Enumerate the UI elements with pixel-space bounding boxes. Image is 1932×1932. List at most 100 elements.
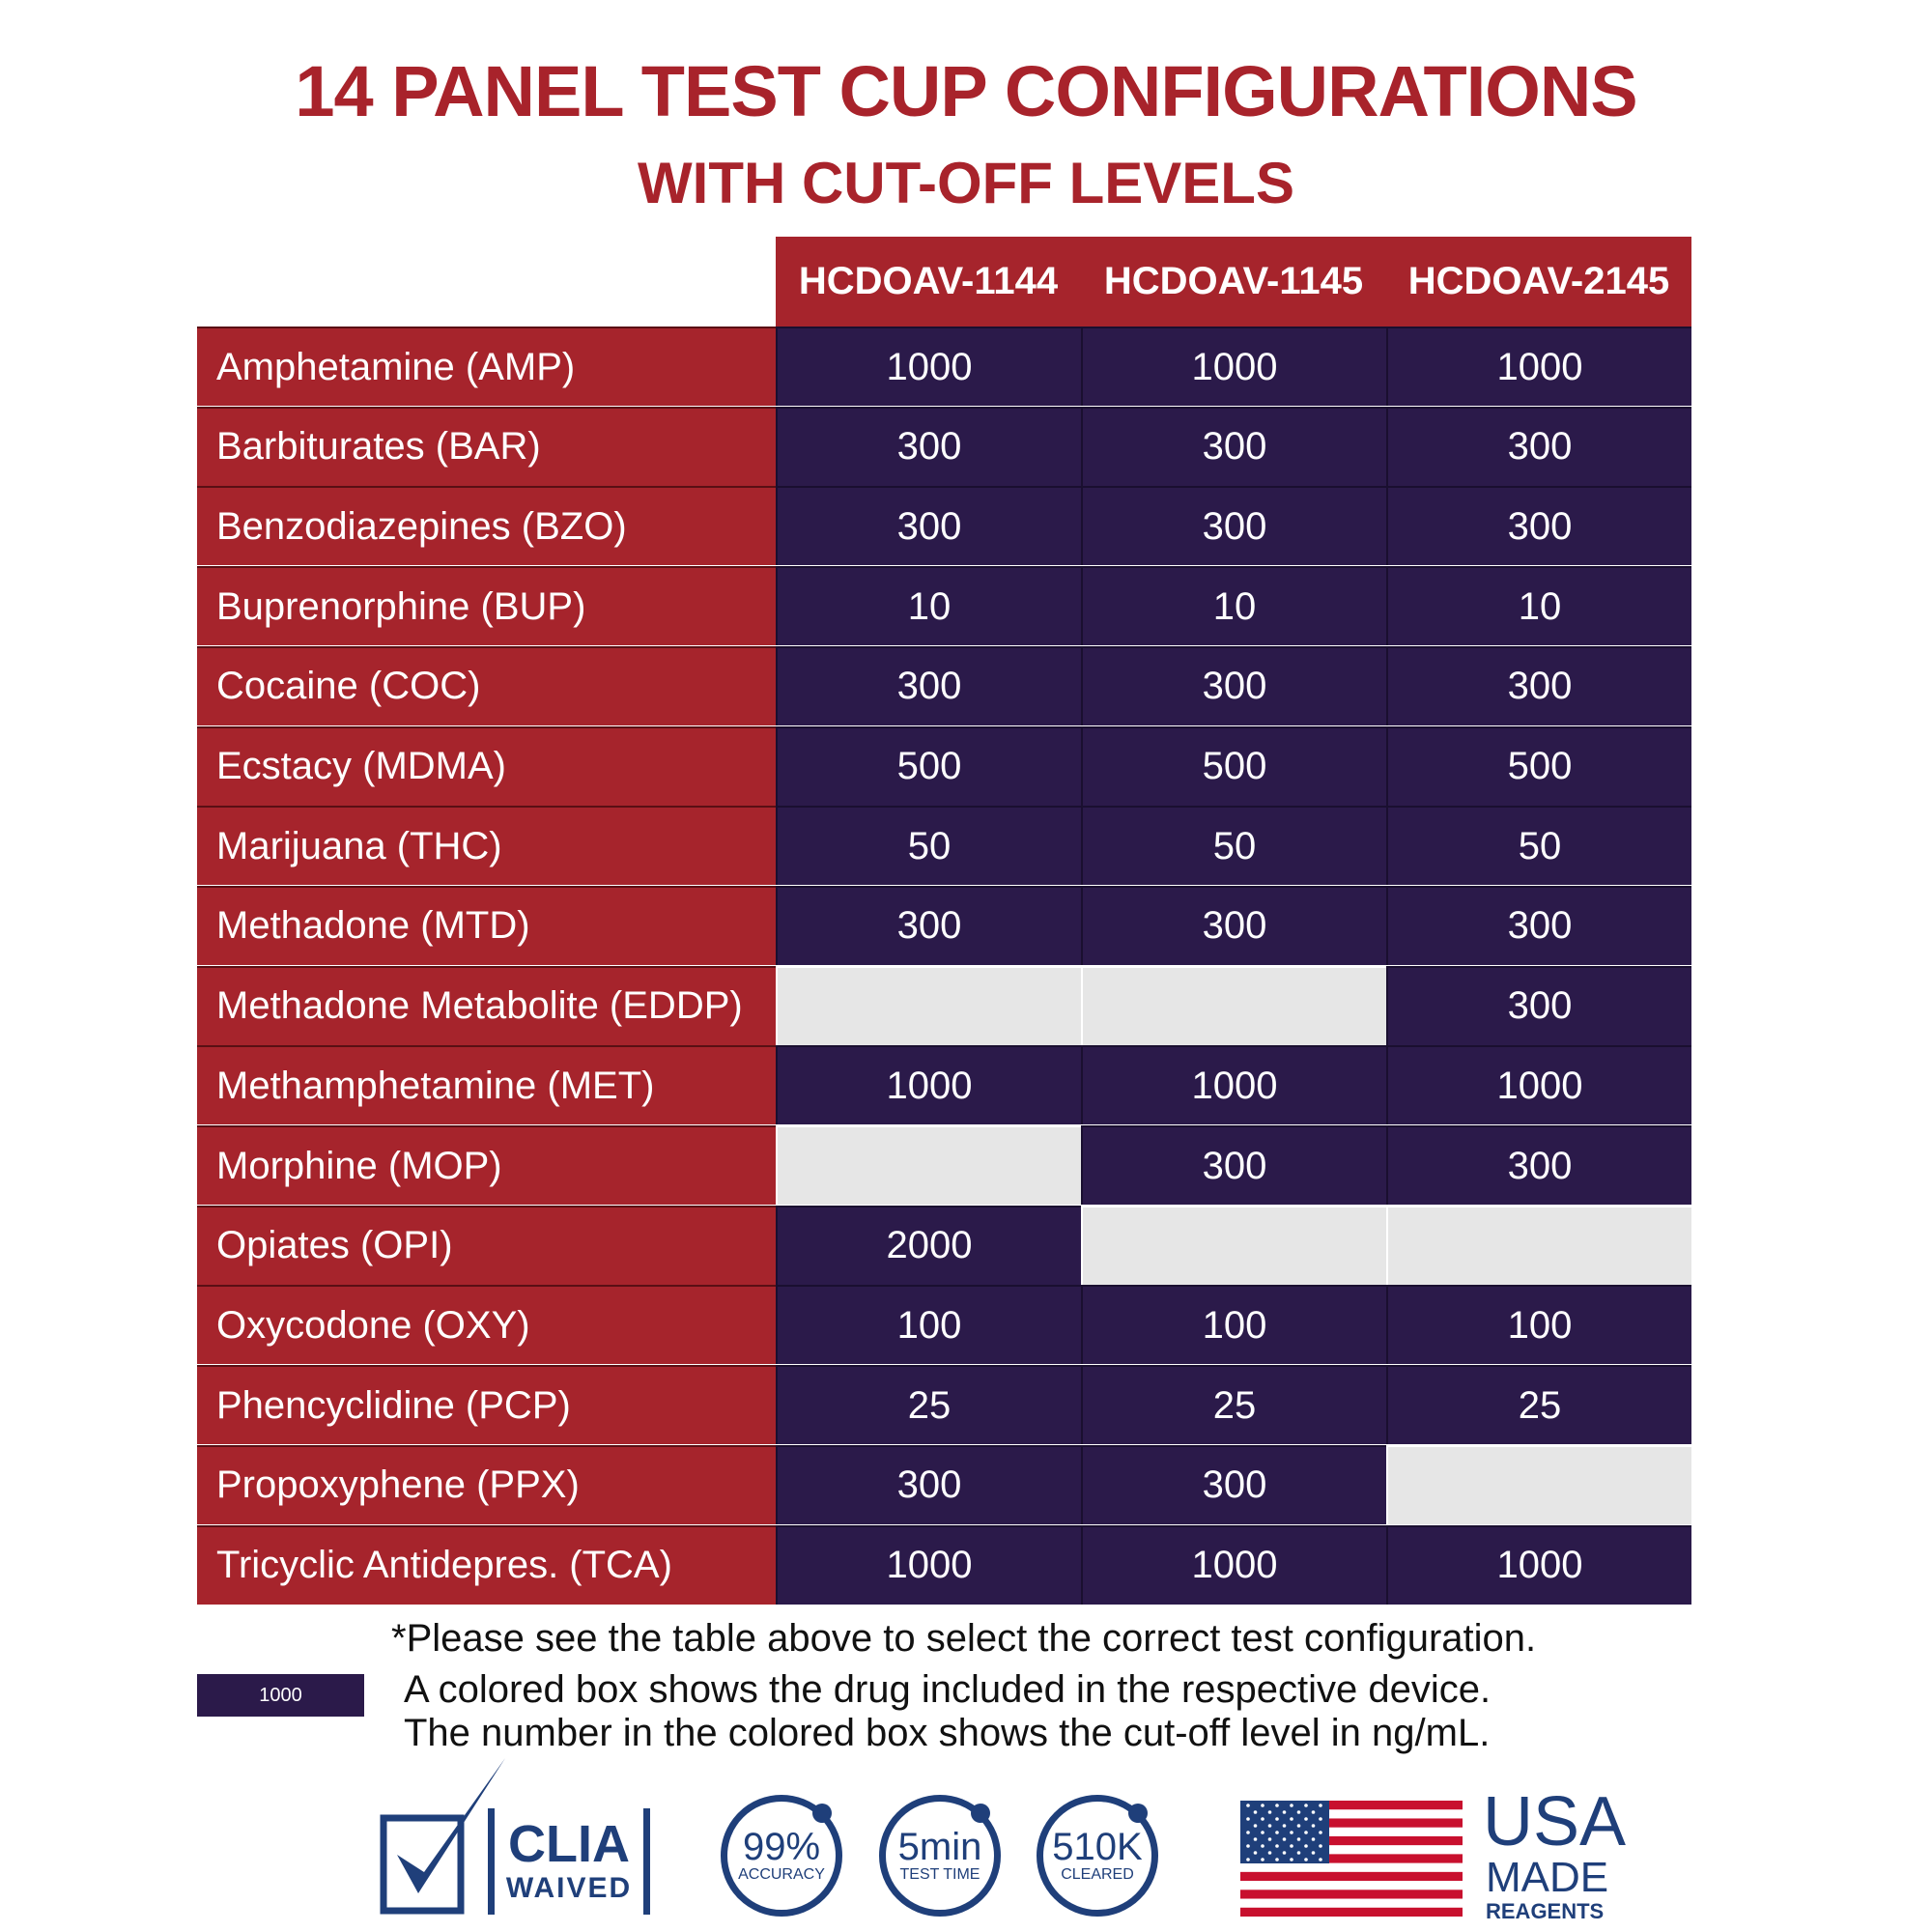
cutoff-cell-empty bbox=[776, 1125, 1081, 1205]
cutoff-cell: 25 bbox=[1386, 1365, 1691, 1445]
cutoff-cell: 300 bbox=[776, 1444, 1081, 1524]
drug-name: Barbiturates (BAR) bbox=[197, 406, 776, 486]
column-header: HCDOAV-2145 bbox=[1386, 237, 1691, 327]
cutoff-cell: 500 bbox=[1386, 725, 1691, 806]
reagents-text: REAGENTS bbox=[1486, 1899, 1605, 1923]
cutoff-cell: 1000 bbox=[776, 327, 1081, 406]
cutoff-cell: 25 bbox=[776, 1365, 1081, 1445]
cutoff-cell-empty bbox=[776, 965, 1081, 1045]
made-text: MADE bbox=[1486, 1854, 1609, 1901]
table-row: Amphetamine (AMP) 1000 1000 1000 bbox=[197, 327, 1691, 407]
drug-name: Amphetamine (AMP) bbox=[197, 327, 776, 406]
cutoff-cell: 300 bbox=[1081, 1125, 1386, 1205]
cutoff-cell: 300 bbox=[776, 406, 1081, 486]
cutoff-cell: 1000 bbox=[1386, 327, 1691, 406]
cutoff-cell: 1000 bbox=[1081, 1045, 1386, 1125]
cutoff-cell: 300 bbox=[1386, 885, 1691, 965]
page-title: 14 PANEL TEST CUP CONFIGURATIONS bbox=[295, 51, 1637, 131]
waived-text: WAIVED bbox=[505, 1872, 633, 1904]
table-row: Methamphetamine (MET) 1000 1000 1000 bbox=[197, 1045, 1691, 1125]
test-time-badge: 5min TEST TIME bbox=[879, 1795, 1001, 1917]
fda-value: 510K bbox=[1052, 1826, 1143, 1868]
drug-name: Methamphetamine (MET) bbox=[197, 1045, 776, 1125]
drug-name: Benzodiazepines (BZO) bbox=[197, 486, 776, 566]
cutoff-cell: 10 bbox=[1081, 566, 1386, 646]
cutoff-cell: 1000 bbox=[776, 1045, 1081, 1125]
legend-sample-box: 1000 bbox=[197, 1674, 364, 1717]
cutoff-cell: 1000 bbox=[1081, 327, 1386, 406]
cutoff-cell: 2000 bbox=[776, 1205, 1081, 1285]
cutoff-cell: 1000 bbox=[1386, 1045, 1691, 1125]
table-row: Buprenorphine (BUP) 10 10 10 bbox=[197, 566, 1691, 646]
drug-name: Methadone Metabolite (EDDP) bbox=[197, 965, 776, 1045]
cutoff-cell: 300 bbox=[1386, 1125, 1691, 1205]
cutoff-cell-empty bbox=[1081, 965, 1386, 1045]
cutoff-cell: 300 bbox=[1386, 645, 1691, 725]
cutoff-cell: 1000 bbox=[776, 1524, 1081, 1605]
table-row: Benzodiazepines (BZO) 300 300 300 bbox=[197, 486, 1691, 566]
page-subtitle: WITH CUT-OFF LEVELS bbox=[638, 151, 1294, 215]
cutoff-cell: 300 bbox=[1386, 965, 1691, 1045]
cutoff-cell: 300 bbox=[1081, 486, 1386, 566]
checkmark-icon bbox=[380, 1758, 505, 1915]
cutoff-cell-empty bbox=[1386, 1205, 1691, 1285]
accuracy-label: ACCURACY bbox=[738, 1866, 825, 1883]
table-row: Ecstacy (MDMA) 500 500 500 bbox=[197, 725, 1691, 807]
cutoff-cell: 100 bbox=[1386, 1285, 1691, 1365]
cutoff-cell: 100 bbox=[1081, 1285, 1386, 1365]
fda-cleared-badge: 510K CLEARED bbox=[1037, 1795, 1158, 1917]
cutoff-cell-empty bbox=[1081, 1205, 1386, 1285]
cutoff-cell: 10 bbox=[1386, 566, 1691, 646]
accuracy-value: 99% bbox=[742, 1826, 821, 1868]
drug-name: Marijuana (THC) bbox=[197, 806, 776, 886]
test-time-value: 5min bbox=[897, 1826, 982, 1868]
cutoff-cell: 50 bbox=[776, 806, 1081, 886]
column-header: HCDOAV-1145 bbox=[1081, 237, 1386, 327]
cutoff-cell: 300 bbox=[1081, 1444, 1386, 1524]
table-row: Phencyclidine (PCP) 25 25 25 bbox=[197, 1365, 1691, 1445]
cutoff-cell: 300 bbox=[776, 645, 1081, 725]
table-row: Oxycodone (OXY) 100 100 100 bbox=[197, 1285, 1691, 1365]
cutoff-cell: 50 bbox=[1081, 806, 1386, 886]
cutoff-cell: 300 bbox=[776, 885, 1081, 965]
drug-name: Cocaine (COC) bbox=[197, 645, 776, 725]
table-row: Opiates (OPI) 2000 bbox=[197, 1205, 1691, 1286]
drug-name: Propoxyphene (PPX) bbox=[197, 1444, 776, 1524]
drug-name: Opiates (OPI) bbox=[197, 1205, 776, 1285]
footnote-line-1: *Please see the table above to select th… bbox=[391, 1617, 1537, 1660]
cutoff-cell: 300 bbox=[1081, 645, 1386, 725]
drug-name: Morphine (MOP) bbox=[197, 1125, 776, 1205]
table-row: Cocaine (COC) 300 300 300 bbox=[197, 645, 1691, 726]
cutoff-cell: 100 bbox=[776, 1285, 1081, 1365]
cutoff-cell: 50 bbox=[1386, 806, 1691, 886]
cutoff-cell: 1000 bbox=[1081, 1524, 1386, 1605]
cutoff-cell: 300 bbox=[1386, 486, 1691, 566]
footnote-line-2: A colored box shows the drug included in… bbox=[404, 1668, 1492, 1711]
cutoff-cell: 25 bbox=[1081, 1365, 1386, 1445]
cutoff-cell: 300 bbox=[1081, 406, 1386, 486]
cutoff-cell: 300 bbox=[1081, 885, 1386, 965]
drug-name: Methadone (MTD) bbox=[197, 885, 776, 965]
table-row: Propoxyphene (PPX) 300 300 bbox=[197, 1444, 1691, 1525]
clia-text: CLIA bbox=[508, 1815, 630, 1873]
drug-name: Buprenorphine (BUP) bbox=[197, 566, 776, 646]
usa-flag-icon bbox=[1240, 1801, 1463, 1917]
table-row: Tricyclic Antidepres. (TCA) 1000 1000 1000 bbox=[197, 1524, 1691, 1605]
cutoff-cell: 10 bbox=[776, 566, 1081, 646]
cutoff-cell: 300 bbox=[1386, 406, 1691, 486]
column-header: HCDOAV-1144 bbox=[776, 237, 1081, 327]
table-row: Marijuana (THC) 50 50 50 bbox=[197, 806, 1691, 886]
accuracy-badge: 99% ACCURACY bbox=[721, 1795, 842, 1917]
drug-name: Oxycodone (OXY) bbox=[197, 1285, 776, 1365]
cutoff-cell: 500 bbox=[776, 725, 1081, 806]
cutoff-cell: 300 bbox=[776, 486, 1081, 566]
drug-name: Phencyclidine (PCP) bbox=[197, 1365, 776, 1445]
cutoff-cell: 500 bbox=[1081, 725, 1386, 806]
drug-name: Tricyclic Antidepres. (TCA) bbox=[197, 1524, 776, 1605]
fda-label: CLEARED bbox=[1061, 1866, 1134, 1883]
drug-name: Ecstacy (MDMA) bbox=[197, 725, 776, 806]
table-row: Morphine (MOP) 300 300 bbox=[197, 1125, 1691, 1206]
test-time-label: TEST TIME bbox=[899, 1866, 980, 1883]
clia-waived-badge: CLIA WAIVED bbox=[380, 1758, 660, 1922]
table-row: Barbiturates (BAR) 300 300 300 bbox=[197, 406, 1691, 487]
